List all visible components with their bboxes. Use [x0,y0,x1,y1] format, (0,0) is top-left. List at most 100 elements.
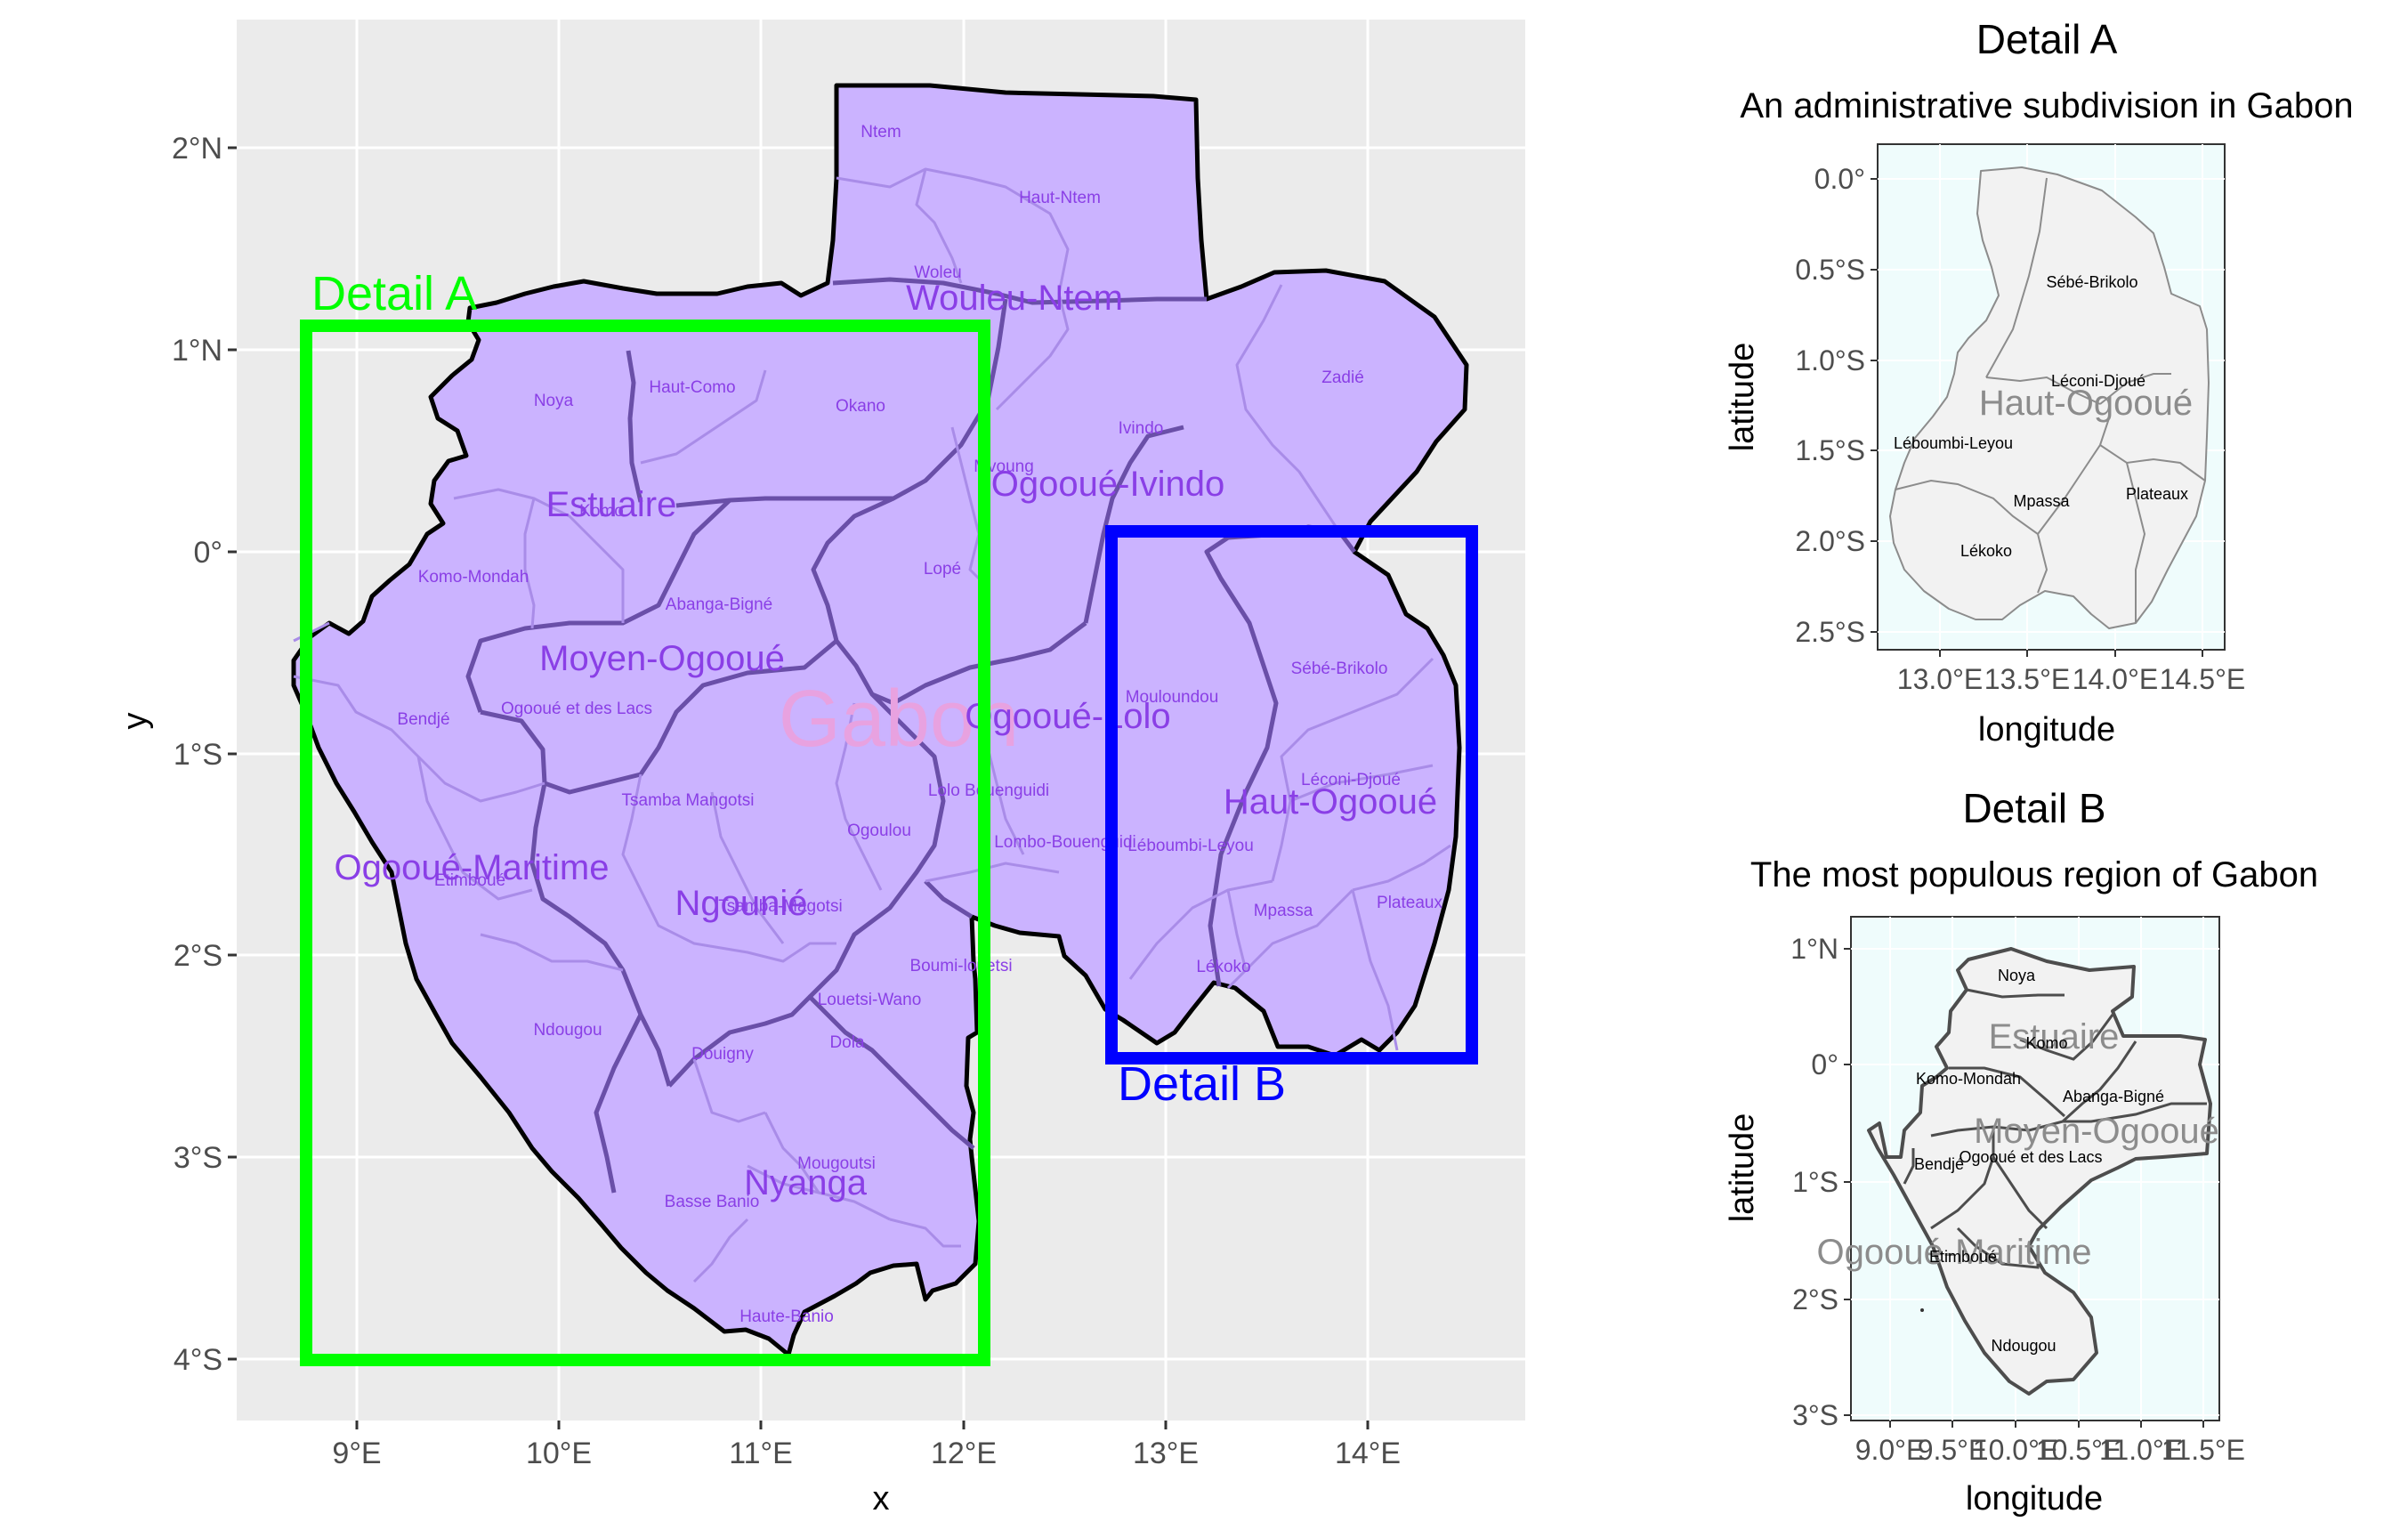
province-label: Ogooué-Ivindo [991,465,1224,504]
y-tick-label: 2.5°S [1795,616,1865,648]
department-label: Tsamba-Magotsi [718,897,842,916]
detail-a-y-tick-labels: 0.0° 0.5°S 1.0°S 1.5°S 2.0°S 2.5°S [1795,163,1865,648]
department-label: Mpassa [1254,902,1313,920]
department-label: Léboumbi-Leyou [1894,434,2013,452]
detail-b-region-shape [1867,947,2212,1396]
department-label: Etimboué [1929,1248,1997,1266]
detail-a-axis-ticks [1871,178,2203,657]
department-label: Ogooué et des Lacs [501,700,652,718]
y-tick-label: 1.5°S [1795,434,1865,466]
province-labels: Wouleu-Ntem Estuaire Ogooué-Ivindo Moyen… [334,279,1437,1202]
detail-b-y-axis-title: latitude [1724,1113,1761,1223]
detail-a-subtitle: An administrative subdivision in Gabon [1740,86,2353,125]
department-label: Ivindo [1119,419,1164,438]
x-tick-label: 9°E [332,1437,381,1470]
province-label: Ogooué-Lolo [965,697,1170,736]
x-tick-label: 10.0°E [1973,1434,2058,1466]
main-x-axis-title: x [873,1480,890,1518]
detail-b-x-tick-labels: 9.0°E 9.5°E 10.0°E 10.5°E 11.0°E 11.5°E [1855,1434,2245,1466]
y-tick-label: 1°S [174,738,222,772]
main-y-axis-title: y [117,713,154,730]
gabon-country-shape [291,83,1469,1357]
x-tick-label: 14°E [1335,1437,1401,1470]
main-axis-ticks [228,146,1370,1429]
department-label: Plateaux [2126,485,2188,503]
main-x-tick-labels: 9°E 10°E 11°E 12°E 13°E 14°E [332,1437,1401,1470]
y-tick-label: 3°S [174,1141,222,1175]
province-label: Haut-Ogooué [1224,782,1437,822]
department-label: Komo-Mondah [418,568,529,587]
detail-a-inset: Detail A An administrative subdivision i… [1724,16,2354,749]
y-tick-label: 4°S [174,1343,222,1377]
detail-a-x-tick-labels: 13.0°E 13.5°E 14.0°E 14.5°E [1897,663,2245,695]
y-tick-label: 2°S [1792,1283,1838,1315]
department-label: Haut-Ntem [1019,189,1101,207]
department-label: Douigny [691,1045,754,1064]
detail-b-x-axis-title: longitude [1966,1480,2103,1518]
department-label: Boumi-louetsi [909,957,1012,975]
province-label: Ngounié [675,884,807,923]
department-label: Léconi-Djoué [1301,771,1401,789]
province-label: Ogooué-Maritime [1816,1233,2091,1272]
y-tick-label: 2°N [172,132,222,166]
y-tick-label: 0° [193,536,222,570]
x-tick-label: 10°E [526,1437,592,1470]
province-label: Wouleu-Ntem [906,279,1123,318]
department-label: Louetsi-Wano [818,991,922,1009]
department-label: Plateaux [1377,894,1442,912]
detail-b-department-borders [1903,988,2207,1269]
y-tick-label: 0° [1811,1048,1838,1081]
department-label: Etimboué [434,871,505,890]
department-label: Ndougou [1991,1337,2056,1355]
department-label: Abanga-Bigné [666,595,772,614]
department-label: Tsamba Mangotsi [622,791,755,810]
x-tick-label: 9.0°E [1855,1434,1926,1466]
detail-a-department-labels: Sébé-Brikolo Léconi-Djoué Léboumbi-Leyou… [1894,273,2188,560]
department-label: Dola [829,1033,865,1052]
detail-b-box [1105,525,1478,1064]
department-label: Komo [2025,1034,2067,1052]
x-tick-label: 11°E [729,1437,793,1470]
department-label: Abanga-Bigné [2063,1088,2164,1105]
department-label: Léboumbi-Leyou [1127,837,1254,855]
department-label: Komo [579,502,624,521]
province-label: Moyen-Ogooué [539,639,785,678]
y-tick-label: 2°S [174,939,222,973]
x-tick-label: 12°E [931,1437,997,1470]
province-label: Ogooué-Maritime [334,848,609,887]
x-tick-label: 9.5°E [1918,1434,1988,1466]
detail-b-axis-ticks [1844,948,2204,1428]
department-label: Lombo-Bouenguidi [994,833,1136,852]
department-label: Zadié [1321,368,1364,387]
department-label: Bendjé [397,710,449,729]
x-tick-label: 13°E [1133,1437,1199,1470]
department-label: Noya [1998,967,2036,984]
detail-b-department-labels: Noya Komo Komo-Mondah Abanga-Bigné Ogoou… [1914,967,2164,1355]
department-label: Léconi-Djoué [2051,372,2145,390]
detail-b-inset: Detail B The most populous region of Gab… [1724,785,2318,1518]
department-label: Haute-Banio [739,1307,834,1326]
main-y-tick-labels: 2°N 1°N 0° 1°S 2°S 3°S 4°S [172,132,222,1377]
department-label: Okano [836,397,885,416]
department-label: Mouloundou [1126,688,1219,707]
y-tick-label: 3°S [1792,1399,1838,1431]
department-label: Haut-Como [649,378,735,397]
y-tick-label: 1°N [172,334,222,368]
detail-a-department-borders [1895,177,2206,623]
x-tick-label: 13.5°E [1984,663,2070,695]
x-tick-label: 14.0°E [2073,663,2158,695]
department-label: Bendjé [1914,1155,1964,1173]
department-label: Sébé-Brikolo [2046,273,2137,291]
department-label: Sébé-Brikolo [1291,660,1388,678]
y-tick-label: 0.5°S [1795,254,1865,286]
detail-b-y-tick-labels: 1°N 0° 1°S 2°S 3°S [1790,933,1838,1431]
department-label: Mougoutsi [797,1154,876,1173]
detail-b-islet [1920,1308,1924,1312]
y-tick-label: 1°S [1792,1166,1838,1198]
department-label: Noya [534,392,574,410]
department-label: Lékoko [1960,542,2012,560]
department-label: Ntem [861,123,901,142]
department-label: Lékoko [1196,958,1250,976]
detail-a-title: Detail A [1976,16,2118,62]
